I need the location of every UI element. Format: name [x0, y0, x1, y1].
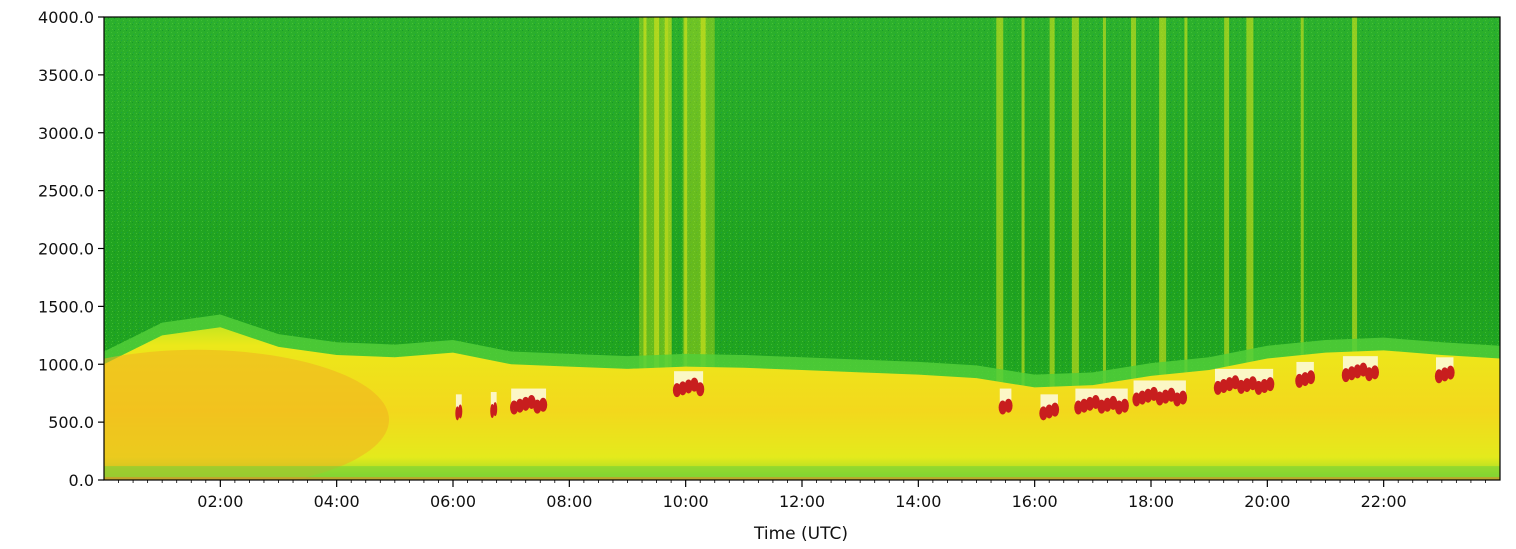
cloud-base-mark — [458, 404, 463, 419]
cloud-base-mark — [539, 397, 548, 412]
cloud-base-mark — [696, 382, 705, 397]
y-tick-label: 3000.0 — [38, 124, 94, 143]
precip-streak — [1352, 17, 1358, 480]
precip-streak — [654, 17, 660, 480]
x-tick-label: 08:00 — [546, 492, 592, 511]
cloud-base-mark — [1004, 398, 1013, 413]
precip-streak — [1184, 17, 1188, 480]
y-tick-label: 2000.0 — [38, 240, 94, 259]
precip-streak — [1021, 17, 1025, 480]
precip-streak — [1246, 17, 1254, 480]
cloud-top-saturation — [455, 394, 462, 411]
precip-streak — [1049, 17, 1055, 480]
precip-streak — [1159, 17, 1167, 480]
x-axis-title: Time (UTC) — [753, 524, 848, 544]
y-tick-label: 2500.0 — [38, 182, 94, 201]
boundary-layer-peak — [104, 349, 389, 480]
x-tick-label: 14:00 — [895, 492, 941, 511]
cloud-base-mark — [1446, 365, 1455, 380]
cloud-top-saturation — [490, 392, 497, 409]
cloud-base-mark — [1050, 402, 1060, 417]
precip-streak — [1300, 17, 1304, 480]
precip-streak — [700, 17, 706, 480]
precip-streak — [1102, 17, 1106, 480]
x-tick-label: 22:00 — [1361, 492, 1407, 511]
x-tick-label: 16:00 — [1012, 492, 1058, 511]
surface-layer-band — [104, 466, 1500, 480]
cloud-base-mark — [1120, 398, 1129, 413]
precip-streak — [1131, 17, 1137, 480]
cloud-base-mark — [1306, 370, 1316, 385]
x-tick-label: 04:00 — [314, 492, 360, 511]
precip-streak — [643, 17, 647, 480]
y-tick-label: 1500.0 — [38, 297, 94, 316]
y-tick-label: 1000.0 — [38, 355, 94, 374]
precip-streak — [996, 17, 1004, 480]
precip-streak — [684, 17, 688, 480]
x-tick-label: 20:00 — [1244, 492, 1290, 511]
x-tick-label: 06:00 — [430, 492, 476, 511]
cloud-top-saturation — [999, 388, 1012, 405]
cloud-base-mark — [1370, 365, 1380, 380]
x-tick-label: 02:00 — [197, 492, 243, 511]
precip-streak — [664, 17, 672, 480]
y-tick-label: 500.0 — [48, 413, 94, 432]
cloud-base-mark — [1178, 390, 1188, 405]
y-tick-label: 0.0 — [69, 471, 94, 490]
x-tick-label: 18:00 — [1128, 492, 1174, 511]
boundary-layer-area — [104, 327, 1500, 480]
y-tick-label: 3500.0 — [38, 66, 94, 85]
cloud-base-mark — [493, 402, 498, 417]
x-tick-label: 12:00 — [779, 492, 825, 511]
surface-echo-band — [104, 477, 1500, 480]
x-tick-label: 10:00 — [663, 492, 709, 511]
precip-streak — [1224, 17, 1230, 480]
y-tick-label: 4000.0 — [38, 8, 94, 27]
precip-streak — [1071, 17, 1079, 480]
cloud-base-mark — [1266, 377, 1275, 392]
